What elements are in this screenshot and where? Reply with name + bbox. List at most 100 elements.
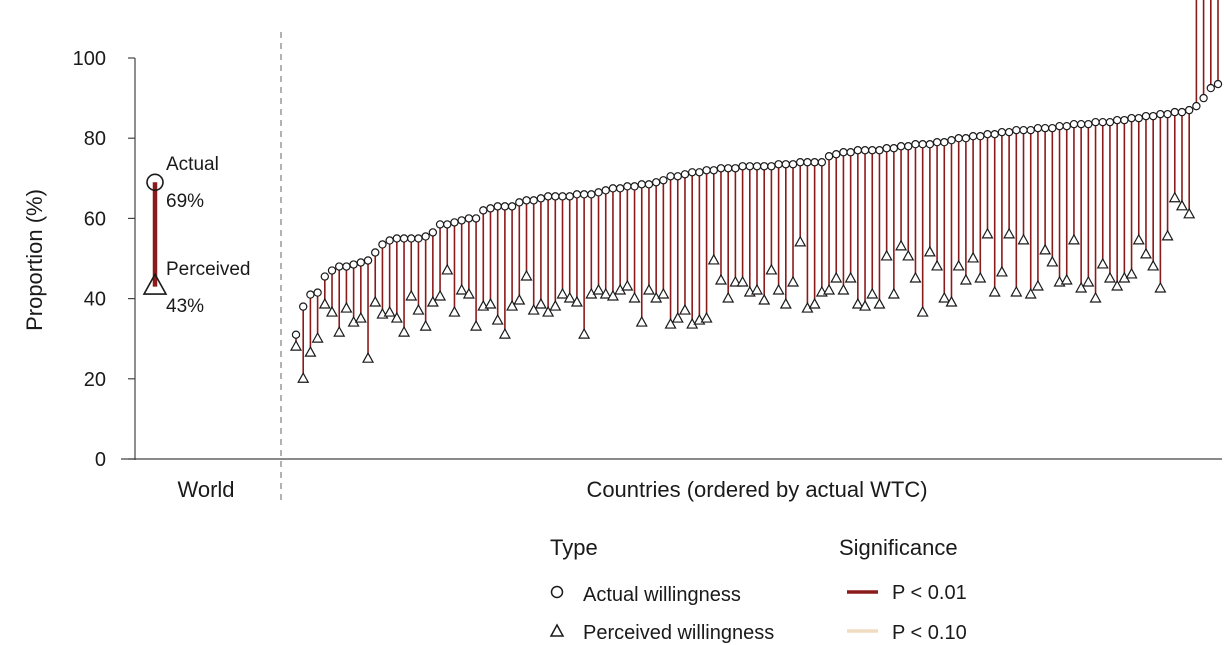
country-perceived-point <box>700 311 713 323</box>
country-actual-point <box>551 192 560 201</box>
country-actual-point <box>291 330 301 339</box>
country-actual-point <box>839 148 848 157</box>
country-actual-point <box>947 136 956 145</box>
country-actual-point <box>299 302 308 311</box>
country-actual-point <box>644 180 654 189</box>
country-actual-point <box>1148 111 1158 121</box>
country-actual-point <box>1163 109 1172 119</box>
world-actual-label: Actual <box>166 154 219 175</box>
country-actual-point <box>565 192 574 201</box>
country-perceived-point <box>772 283 785 295</box>
country-perceived-point <box>1125 267 1138 279</box>
country-actual-point <box>1062 121 1071 131</box>
country-perceived-point <box>412 303 425 315</box>
country-perceived-point <box>563 291 576 303</box>
country-perceived-point <box>362 351 375 363</box>
country-perceived-point <box>1168 191 1181 203</box>
country-perceived-point <box>390 311 403 323</box>
country-actual-point <box>1156 109 1165 119</box>
country-perceived-point <box>1175 199 1189 211</box>
country-perceived-point <box>736 275 749 287</box>
country-actual-point <box>500 202 510 211</box>
country-actual-point <box>572 190 582 199</box>
country-perceived-point <box>513 293 526 305</box>
country-perceived-point <box>628 291 641 303</box>
country-actual-point <box>695 168 704 177</box>
country-perceived-point <box>1183 207 1196 219</box>
y-tick-label: 100 <box>73 48 106 70</box>
country-actual-point <box>1033 123 1043 133</box>
country-actual-point <box>860 146 870 155</box>
country-actual-point <box>623 182 632 191</box>
y-axis-label: Proportion (%) <box>22 189 47 331</box>
country-actual-point <box>450 218 459 227</box>
country-perceived-point <box>642 283 655 295</box>
country-actual-point <box>414 234 423 243</box>
y-tick-label: 40 <box>84 289 106 311</box>
country-perceived-point <box>808 297 821 309</box>
country-perceived-point <box>534 297 547 309</box>
country-actual-point <box>760 162 769 171</box>
country-dumbbells <box>289 0 1223 383</box>
legend-p01-label: P < 0.01 <box>892 582 967 604</box>
country-actual-point <box>868 146 877 155</box>
country-actual-point <box>1141 111 1151 121</box>
country-actual-point <box>1019 125 1028 135</box>
country-actual-point <box>363 256 373 265</box>
country-actual-point <box>356 258 366 267</box>
country-actual-point <box>716 164 726 173</box>
country-actual-point <box>904 142 913 151</box>
country-perceived-point <box>981 227 994 239</box>
legend-actual-label: Actual willingness <box>583 584 741 606</box>
country-actual-point <box>443 220 452 229</box>
country-actual-point <box>666 172 675 181</box>
country-perceived-point <box>1017 233 1030 245</box>
country-actual-point <box>1177 107 1187 117</box>
country-actual-point <box>507 202 517 211</box>
country-actual-point <box>817 158 827 167</box>
country-actual-point <box>428 228 438 237</box>
country-perceived-point <box>959 273 972 285</box>
country-actual-point <box>1213 79 1223 89</box>
country-actual-point <box>1134 113 1143 123</box>
country-perceived-point <box>945 295 958 307</box>
country-actual-point <box>1069 119 1079 129</box>
country-actual-point <box>342 262 351 271</box>
country-perceived-point <box>880 249 893 261</box>
country-actual-point <box>940 138 949 147</box>
country-perceived-point <box>859 299 872 311</box>
country-actual-point <box>637 180 646 189</box>
country-perceived-point <box>398 325 411 337</box>
countries-x-label: Countries (ordered by actual WTC) <box>586 477 927 502</box>
country-actual-point <box>723 164 733 173</box>
country-perceived-point <box>671 311 684 323</box>
country-actual-point <box>781 160 791 169</box>
country-perceived-point <box>1024 287 1037 299</box>
country-perceived-point <box>1075 281 1088 293</box>
country-actual-point <box>1206 83 1215 93</box>
country-perceived-point <box>484 297 497 309</box>
world-x-label: World <box>177 477 234 502</box>
country-perceived-point <box>311 331 324 343</box>
world-perceived-value: 43% <box>166 296 204 317</box>
country-perceived-point <box>758 293 771 305</box>
country-perceived-point <box>470 319 483 331</box>
country-actual-point <box>911 140 920 149</box>
country-actual-point <box>349 260 358 269</box>
country-actual-point <box>954 133 963 143</box>
country-perceived-point <box>599 287 612 299</box>
country-perceived-point <box>707 253 720 265</box>
country-perceived-point <box>866 287 879 299</box>
country-actual-point <box>601 186 610 195</box>
world-perceived-point <box>142 272 168 295</box>
triangle-icon <box>549 623 565 637</box>
country-perceived-point <box>1147 259 1160 271</box>
country-perceived-point <box>830 271 843 283</box>
country-perceived-point <box>506 299 519 311</box>
country-perceived-point <box>657 287 670 299</box>
country-actual-point <box>767 162 776 171</box>
country-perceived-point <box>1139 247 1152 259</box>
country-perceived-point <box>909 271 922 283</box>
country-perceived-point <box>952 259 965 271</box>
